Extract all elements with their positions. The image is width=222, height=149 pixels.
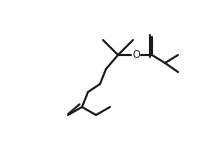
Text: O: O — [132, 50, 140, 60]
